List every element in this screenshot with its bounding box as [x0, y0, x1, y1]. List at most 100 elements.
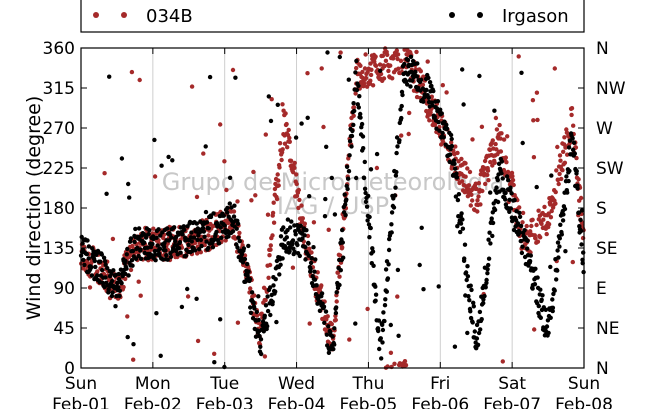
data-point	[322, 320, 327, 325]
data-point	[414, 74, 420, 79]
x-tick-label-day: Sun	[568, 374, 600, 394]
data-point	[400, 92, 405, 98]
data-point	[408, 84, 413, 89]
data-point	[206, 233, 211, 238]
data-point	[540, 293, 545, 298]
data-point	[138, 293, 143, 298]
data-point	[461, 102, 466, 107]
data-point	[539, 297, 544, 302]
data-point	[535, 117, 540, 123]
data-point	[380, 322, 385, 327]
data-point	[329, 175, 334, 181]
data-point	[376, 328, 381, 334]
data-point	[495, 177, 500, 183]
data-point	[383, 297, 388, 302]
data-point	[253, 334, 259, 339]
data-point	[463, 174, 468, 179]
data-point	[189, 230, 194, 235]
data-point	[553, 201, 558, 206]
data-point	[85, 238, 90, 243]
data-point	[430, 103, 435, 108]
data-point	[377, 62, 383, 67]
data-point	[249, 198, 254, 203]
data-point	[561, 149, 566, 154]
data-point	[279, 157, 284, 163]
data-point	[274, 319, 279, 325]
x-tick-label-day: Tue	[209, 374, 239, 394]
data-point	[475, 198, 480, 203]
data-point	[189, 239, 194, 244]
data-point	[381, 76, 387, 81]
data-point	[289, 219, 294, 224]
data-point	[246, 243, 251, 249]
data-point	[288, 158, 294, 163]
data-point	[208, 214, 214, 220]
data-point	[278, 262, 283, 267]
data-point	[444, 122, 449, 128]
data-point	[501, 137, 507, 142]
data-point	[440, 83, 445, 88]
data-point	[127, 195, 132, 200]
data-point	[248, 286, 253, 291]
data-point	[580, 235, 586, 241]
data-point	[405, 57, 411, 63]
data-point	[307, 321, 312, 326]
data-point	[478, 327, 483, 332]
data-point	[319, 66, 324, 71]
data-point	[518, 223, 524, 229]
data-point	[103, 262, 108, 267]
data-point	[145, 245, 150, 250]
data-point	[535, 239, 541, 244]
data-point	[420, 82, 426, 88]
data-point	[239, 255, 244, 260]
data-point	[128, 267, 134, 273]
data-point	[559, 176, 564, 182]
data-point	[368, 78, 373, 83]
data-point	[305, 71, 310, 76]
data-point	[329, 321, 334, 327]
data-point	[343, 202, 348, 207]
data-point	[424, 87, 429, 93]
data-point	[380, 340, 385, 345]
data-point	[460, 217, 465, 222]
data-point	[194, 296, 199, 301]
data-point	[487, 230, 492, 235]
data-point	[298, 223, 303, 228]
data-point	[539, 221, 544, 226]
data-point	[406, 131, 411, 137]
data-point	[201, 229, 206, 234]
data-point	[251, 300, 256, 306]
axis-ticks	[80, 47, 585, 369]
data-point	[338, 50, 343, 55]
data-point	[454, 171, 459, 176]
data-point	[267, 262, 273, 268]
data-point	[444, 126, 450, 131]
data-point	[337, 282, 342, 288]
data-point	[110, 290, 115, 295]
data-point	[394, 48, 399, 53]
data-point	[370, 246, 375, 251]
data-point	[309, 250, 314, 255]
data-point	[474, 322, 480, 328]
data-point	[448, 132, 454, 138]
data-point	[102, 171, 107, 176]
data-point	[382, 303, 388, 308]
data-point	[470, 198, 475, 203]
data-point	[102, 259, 108, 264]
data-point	[324, 144, 329, 149]
data-point	[326, 350, 332, 355]
data-point	[302, 233, 307, 238]
data-point	[359, 121, 365, 127]
data-point	[571, 123, 576, 128]
data-point	[235, 199, 240, 204]
data-point	[81, 257, 86, 263]
y-axis-label: Wind direction (degree)	[23, 96, 45, 321]
data-point	[157, 246, 163, 251]
x-tick-label-date: Feb-08	[555, 395, 613, 409]
data-point	[89, 265, 94, 270]
data-point	[284, 235, 289, 240]
data-point	[566, 178, 571, 184]
legend-dot	[449, 12, 455, 18]
data-point	[306, 241, 311, 246]
